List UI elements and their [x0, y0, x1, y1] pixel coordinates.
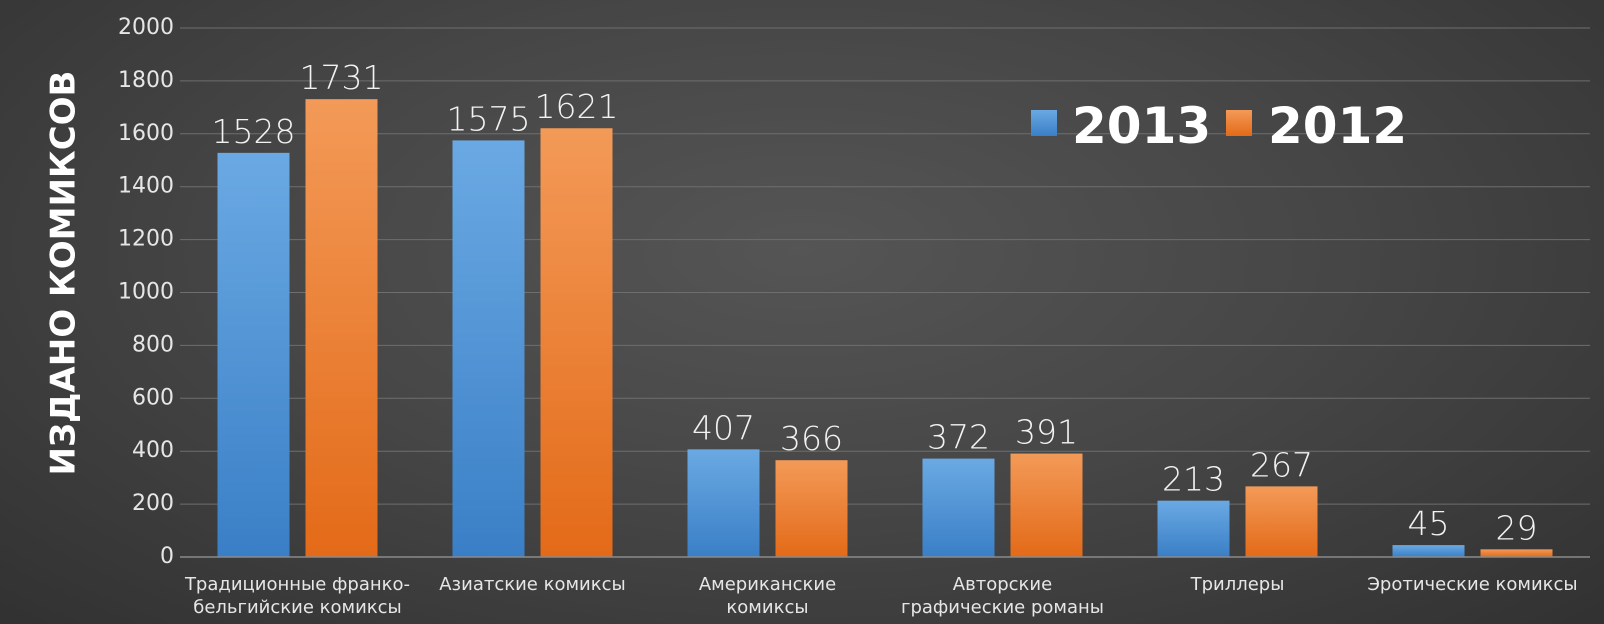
- grid-lines: [180, 27, 1590, 505]
- data-label: 1528: [212, 112, 296, 151]
- data-label: 45: [1408, 504, 1450, 543]
- data-label: 407: [692, 408, 755, 447]
- y-tick-label: 1200: [118, 227, 174, 252]
- legend-label-2013: 2013: [1072, 97, 1211, 155]
- bar-2012: [305, 99, 378, 557]
- y-tick-label: 600: [132, 385, 174, 410]
- x-tick-label: Эротические комиксы: [1367, 574, 1577, 595]
- bar-2012: [1245, 486, 1318, 557]
- bar-2013: [1392, 545, 1465, 557]
- data-label: 29: [1496, 508, 1538, 547]
- legend: 2013 2012: [1031, 97, 1407, 155]
- bar-2012: [1480, 549, 1553, 557]
- data-label: 267: [1250, 445, 1313, 484]
- legend-label-2012: 2012: [1268, 97, 1407, 155]
- x-tick-label: Американские: [699, 574, 836, 595]
- legend-swatch-2013: [1031, 110, 1057, 136]
- bar-2013: [1157, 500, 1230, 557]
- bar-2013: [687, 449, 760, 557]
- y-tick-label: 800: [132, 332, 174, 357]
- bars: [217, 99, 1553, 558]
- bar-2013: [922, 458, 995, 557]
- bar-2012: [1010, 453, 1083, 557]
- data-label: 213: [1162, 460, 1225, 499]
- x-tick-label: Азиатские комиксы: [439, 574, 626, 595]
- x-tick-label: бельгийские комиксы: [193, 597, 402, 618]
- bar-2012: [775, 460, 848, 557]
- bar-2013: [452, 140, 525, 557]
- x-tick-label: Триллеры: [1190, 574, 1285, 595]
- bar-2012: [540, 128, 613, 558]
- bar-2013: [217, 152, 290, 557]
- y-axis-ticks: 0 200 400 600 800 1000 1200 1400 1600 1800 2000: [118, 15, 174, 569]
- y-tick-label: 1600: [118, 121, 174, 146]
- x-tick-label: Авторские: [953, 574, 1052, 595]
- x-axis-ticks: Традиционные франко-бельгийские комиксы А…: [184, 574, 1578, 618]
- y-tick-label: 400: [132, 438, 174, 463]
- data-label: 1621: [535, 87, 619, 126]
- data-label: 1731: [300, 58, 384, 97]
- data-label: 1575: [447, 99, 531, 138]
- y-tick-label: 2000: [118, 15, 174, 40]
- data-label: 372: [927, 418, 990, 457]
- y-axis-label: ИЗДАНО КОМИКСОВ: [44, 71, 84, 476]
- x-tick-label: Традиционные франко-: [184, 574, 410, 595]
- y-tick-label: 200: [132, 491, 174, 516]
- y-tick-label: 1800: [118, 68, 174, 93]
- legend-swatch-2012: [1226, 110, 1252, 136]
- data-label: 366: [780, 419, 843, 458]
- x-tick-label: графические романы: [901, 597, 1104, 618]
- x-tick-label: комиксы: [726, 597, 808, 618]
- y-tick-label: 1400: [118, 174, 174, 199]
- y-tick-label: 1000: [118, 280, 174, 305]
- data-label: 391: [1015, 413, 1078, 452]
- y-tick-label: 0: [160, 544, 174, 569]
